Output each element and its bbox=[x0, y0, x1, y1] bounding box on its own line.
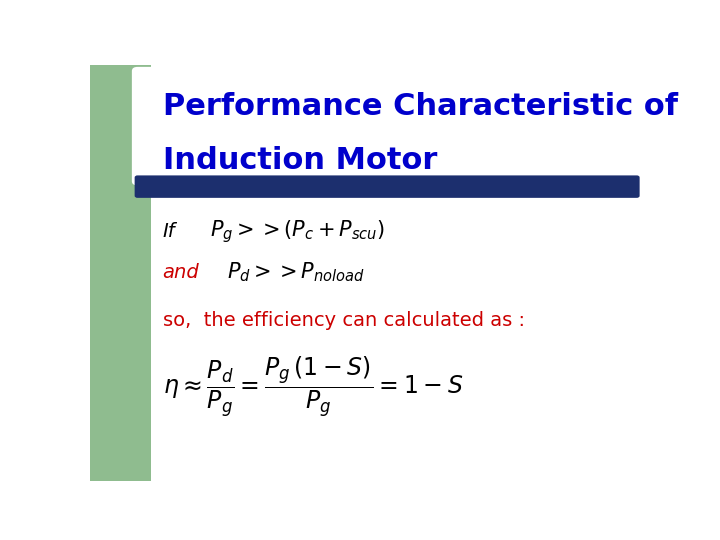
Text: so,  the efficiency can calculated as :: so, the efficiency can calculated as : bbox=[163, 311, 525, 330]
Text: $P_g >> (P_c + P_{scu})$: $P_g >> (P_c + P_{scu})$ bbox=[210, 218, 385, 245]
Text: If: If bbox=[163, 221, 175, 241]
FancyBboxPatch shape bbox=[132, 67, 642, 185]
FancyBboxPatch shape bbox=[135, 176, 639, 198]
Text: $P_d >> P_{noload}$: $P_d >> P_{noload}$ bbox=[227, 261, 364, 285]
Text: Performance Characteristic of: Performance Characteristic of bbox=[163, 92, 678, 121]
Text: and: and bbox=[163, 263, 199, 282]
FancyBboxPatch shape bbox=[90, 65, 151, 481]
Text: $\eta \approx \dfrac{P_d}{P_g} = \dfrac{P_g\,(1-S)}{P_g} = 1 - S$: $\eta \approx \dfrac{P_d}{P_g} = \dfrac{… bbox=[163, 355, 463, 420]
Text: Induction Motor: Induction Motor bbox=[163, 146, 437, 175]
